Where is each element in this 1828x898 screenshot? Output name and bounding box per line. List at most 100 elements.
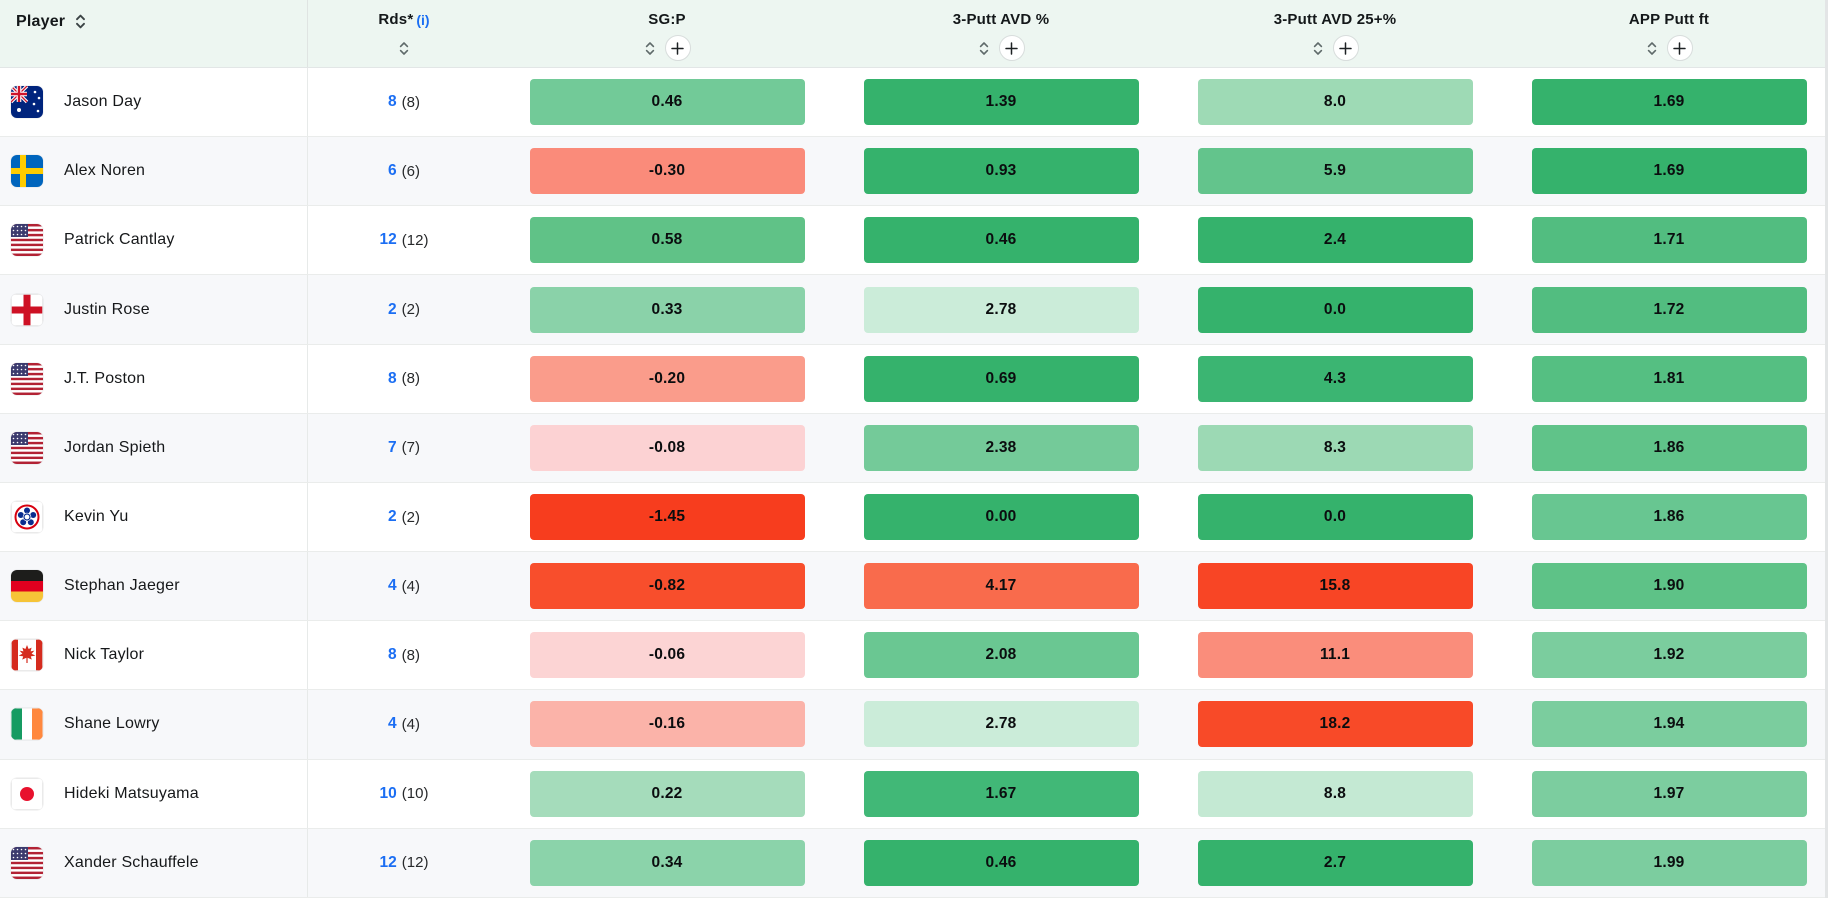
rounds-count-paren: (7) (401, 439, 420, 457)
add-column-button[interactable] (998, 35, 1025, 61)
table-row: Justin Rose 2 (2) 0.33 2.78 0.0 1.72 (0, 275, 1828, 345)
stat-cell: 1.97 (1502, 760, 1828, 828)
stat-cell: 0.22 (500, 760, 834, 828)
stat-value-bar: 0.00 (863, 494, 1139, 541)
rounds-count-link[interactable]: 8 (388, 646, 397, 664)
stat-cell: 4.3 (1168, 345, 1502, 413)
stat-value-bar: 15.8 (1197, 563, 1473, 610)
stat-cell: 0.58 (500, 206, 834, 274)
rounds-count-link[interactable]: 12 (379, 231, 397, 249)
table-row: Xander Schauffele 12 (12) 0.34 0.46 2.7 … (0, 828, 1828, 898)
rounds-count-paren: (12) (401, 854, 429, 872)
flag-aus-icon (11, 86, 43, 119)
stat-cell: 0.0 (1168, 275, 1502, 343)
stat-value-bar: 2.78 (863, 286, 1139, 333)
flag-jpn-icon (11, 777, 43, 810)
stat-value-bar: 8.3 (1197, 424, 1473, 471)
column-header-player[interactable]: Player (0, 0, 308, 67)
stat-cell: 1.86 (1502, 483, 1828, 551)
stat-value-bar: 1.67 (863, 770, 1139, 817)
rounds-count-link[interactable]: 4 (388, 577, 397, 595)
player-cell: Alex Noren (0, 137, 308, 206)
stat-cell: -0.82 (500, 552, 834, 620)
stat-value-bar: 2.4 (1197, 217, 1473, 264)
player-name: Alex Noren (64, 162, 146, 180)
stat-value-bar: 4.3 (1197, 355, 1473, 402)
rounds-count-paren: (8) (401, 646, 420, 664)
stat-value-bar: -0.08 (529, 424, 805, 471)
stat-cell: 0.69 (834, 345, 1168, 413)
stat-cell: -0.16 (500, 690, 834, 758)
stat-value-bar: 2.08 (863, 632, 1139, 679)
flag-ger-icon (11, 570, 43, 603)
table-row: Jordan Spieth 7 (7) -0.08 2.38 8.3 1.86 (0, 413, 1828, 483)
sort-icon[interactable] (644, 41, 656, 56)
stat-cell: 1.67 (834, 760, 1168, 828)
scrollbar[interactable] (1825, 0, 1828, 898)
stat-value-bar: 2.78 (863, 701, 1139, 748)
sort-icon[interactable] (978, 41, 990, 56)
column-header-3putt-avd: 3-Putt AVD % (834, 0, 1168, 67)
stat-value-bar: 4.17 (863, 563, 1139, 610)
flag-usa-icon (11, 431, 43, 464)
rounds-count-link[interactable]: 8 (388, 369, 397, 387)
sort-icon[interactable] (74, 13, 87, 30)
rounds-count-link[interactable]: 8 (388, 93, 397, 111)
stat-value-bar: 18.2 (1197, 701, 1473, 748)
table-row: Patrick Cantlay 12 (12) 0.58 0.46 2.4 1.… (0, 206, 1828, 276)
stat-value-bar: 0.58 (529, 217, 805, 264)
player-name: Jason Day (64, 93, 142, 111)
stat-cell: 2.78 (834, 275, 1168, 343)
player-cell: Justin Rose (0, 275, 308, 344)
column-header-rds: Rds* (i) (308, 0, 500, 67)
sort-icon[interactable] (398, 41, 410, 56)
stat-cell: 0.46 (500, 68, 834, 136)
rounds-count-link[interactable]: 2 (388, 508, 397, 526)
rounds-count-link[interactable]: 6 (388, 162, 397, 180)
rounds-count-link[interactable]: 10 (379, 784, 397, 802)
rounds-cell: 7 (7) (308, 414, 500, 482)
sort-icon[interactable] (1312, 41, 1324, 56)
stat-value-bar: 0.46 (529, 79, 805, 126)
rounds-count-link[interactable]: 4 (388, 715, 397, 733)
stat-value-bar: 0.0 (1197, 494, 1473, 541)
rounds-count-paren: (2) (401, 508, 420, 526)
stat-cell: 2.7 (1168, 829, 1502, 897)
stat-cell: -0.20 (500, 345, 834, 413)
rounds-count-link[interactable]: 2 (388, 300, 397, 318)
column-header-sgp: SG:P (500, 0, 834, 67)
stat-cell: 0.46 (834, 829, 1168, 897)
stat-cell: 5.9 (1168, 137, 1502, 205)
player-header-label: Player (16, 13, 66, 30)
stat-cell: 1.39 (834, 68, 1168, 136)
stat-value-bar: -0.16 (529, 701, 805, 748)
stat-cell: 0.33 (500, 275, 834, 343)
player-name: Justin Rose (64, 300, 150, 318)
3putt-avd-header-label: 3-Putt AVD % (952, 11, 1050, 28)
stat-cell: 1.94 (1502, 690, 1828, 758)
stat-value-bar: 0.93 (863, 148, 1139, 195)
player-name: Kevin Yu (64, 508, 129, 526)
add-column-button[interactable] (1666, 35, 1693, 61)
rounds-cell: 8 (8) (308, 345, 500, 413)
player-cell: Nick Taylor (0, 621, 308, 690)
rounds-count-paren: (6) (401, 162, 420, 180)
stat-value-bar: -0.20 (529, 355, 805, 402)
stat-cell: 15.8 (1168, 552, 1502, 620)
player-cell: Jason Day (0, 68, 308, 137)
stat-value-bar: 1.72 (1531, 286, 1807, 333)
info-link[interactable]: (i) (416, 11, 430, 28)
stat-value-bar: -0.30 (529, 148, 805, 195)
table-row: Hideki Matsuyama 10 (10) 0.22 1.67 8.8 1… (0, 759, 1828, 829)
flag-usa-icon (11, 362, 43, 395)
rounds-cell: 2 (2) (308, 483, 500, 551)
stat-value-bar: 1.97 (1531, 770, 1807, 817)
add-column-button[interactable] (1332, 35, 1359, 61)
rounds-count-link[interactable]: 7 (388, 438, 397, 456)
stat-cell: 0.00 (834, 483, 1168, 551)
table-row: J.T. Poston 8 (8) -0.20 0.69 4.3 1.81 (0, 344, 1828, 414)
table-row: Jason Day 8 (8) 0.46 1.39 8.0 1.69 (0, 68, 1828, 138)
sort-icon[interactable] (1646, 41, 1658, 56)
rounds-count-link[interactable]: 12 (379, 853, 397, 871)
add-column-button[interactable] (664, 35, 691, 61)
